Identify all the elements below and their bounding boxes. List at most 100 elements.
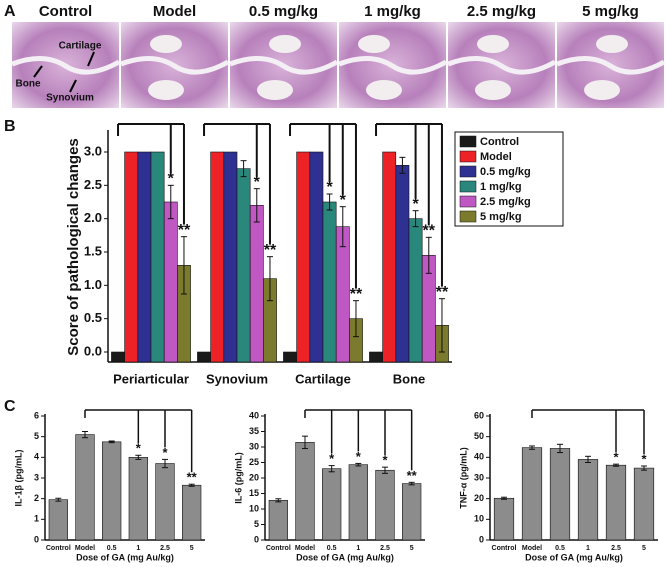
image-label: 2.5 mg/kg	[467, 3, 536, 20]
marrow	[148, 80, 184, 100]
y-tick-label: 0	[479, 534, 484, 544]
x-tick-label: 5	[190, 545, 194, 552]
x-axis-label: Dose of GA (mg Au/kg)	[525, 552, 623, 562]
y-tick-label: 25	[249, 457, 259, 467]
x-tick-label: Cartilage	[295, 371, 351, 386]
x-tick-label: 2.5	[160, 545, 170, 552]
bar	[577, 459, 599, 541]
y-tick-label: 30	[474, 472, 484, 482]
error-bar	[108, 440, 115, 444]
error-bar	[240, 160, 247, 178]
bar	[150, 151, 165, 363]
arrow	[87, 51, 95, 67]
y-tick-label: 30	[249, 441, 259, 451]
error-bar	[253, 188, 260, 223]
bar	[236, 168, 251, 363]
image-label: 1 mg/kg	[364, 3, 421, 20]
x-tick-label: Control	[492, 545, 517, 552]
x-tick-label: Model	[522, 545, 542, 552]
x-tick-label: 1	[356, 545, 360, 552]
error-bar	[162, 458, 168, 469]
error-bar	[399, 156, 406, 174]
bar	[382, 151, 397, 363]
y-axis-label: TNF-α (pg/mL)	[458, 447, 468, 509]
y-tick-label: 4	[34, 452, 39, 462]
legend-swatch	[459, 150, 477, 163]
x-axis-label: Dose of GA (mg Au/kg)	[76, 552, 174, 562]
significance: *	[136, 441, 142, 456]
y-axis-label: IL-6 (pg/mL)	[233, 452, 243, 504]
tissue-gap	[556, 56, 666, 75]
y-tick-label: 60	[474, 410, 484, 420]
legend: Control Model 0.5 mg/kg 1 mg/kg 2.5 mg/kg 5 m…	[454, 131, 564, 227]
bar	[268, 500, 288, 541]
error-bar	[355, 462, 362, 467]
x-tick-label: 1	[586, 545, 590, 552]
legend-box	[454, 131, 564, 227]
image-label: Control	[39, 3, 92, 20]
y-axis-label: IL-1β (pg/mL)	[13, 450, 23, 507]
significance: *	[412, 196, 419, 213]
image-annotation: Bone	[16, 79, 41, 90]
x-tick-label: 5	[410, 545, 414, 552]
bar	[605, 464, 627, 541]
x-tick-label: 2.5	[380, 545, 390, 552]
significance: **	[178, 222, 191, 239]
panel-label: C	[4, 398, 16, 415]
significance: **	[423, 223, 436, 240]
significance: **	[187, 470, 198, 485]
y-tick-label: 10	[474, 514, 484, 524]
error-bar	[339, 206, 346, 248]
x-tick-label: Model	[295, 545, 315, 552]
legend-label: 2.5 mg/kg	[480, 196, 531, 208]
bar	[348, 464, 368, 541]
significance: *	[340, 192, 347, 209]
marrow	[269, 35, 301, 53]
bar	[137, 151, 152, 363]
error-bar	[55, 497, 62, 502]
significance: *	[329, 451, 335, 466]
bar	[111, 351, 125, 363]
bar	[223, 151, 238, 363]
error-bar	[302, 435, 308, 450]
x-tick-label: Periarticular	[113, 371, 189, 386]
bar	[375, 469, 395, 541]
y-axis-label: Score of pathological changes	[65, 138, 82, 356]
bar	[124, 151, 139, 363]
y-tick-label: 1	[34, 514, 39, 524]
error-bar	[585, 455, 591, 463]
error-bar	[408, 481, 415, 486]
histology-strip: Control Model 0.5 mg/kg 1 mg/kg 2.5 mg/kg 5 m…	[11, 3, 666, 108]
y-tick-label: 0.5	[84, 310, 102, 325]
y-tick-label: 5	[34, 431, 39, 441]
legend-swatch	[459, 135, 477, 148]
legend-label: 0.5 mg/kg	[480, 166, 531, 178]
tissue-gap	[120, 56, 230, 75]
bar	[75, 434, 95, 541]
bar	[408, 218, 423, 363]
marrow	[584, 80, 620, 100]
y-tick-label: 20	[249, 472, 259, 482]
legend-swatch	[459, 180, 477, 193]
marrow	[366, 80, 402, 100]
bar	[249, 205, 264, 363]
significance: *	[168, 171, 175, 188]
image-annotation: Cartilage	[59, 41, 102, 52]
bar	[395, 165, 410, 363]
significance: *	[382, 453, 388, 468]
significance: *	[162, 445, 168, 460]
bar	[322, 468, 342, 541]
x-tick-label: Model	[75, 545, 95, 552]
error-bar	[557, 443, 563, 454]
bar	[197, 351, 211, 363]
error-bar	[180, 236, 187, 295]
legend-label: Model	[480, 151, 512, 163]
error-bar	[425, 236, 432, 274]
legend-swatch	[459, 210, 477, 223]
y-tick-label: 2.5	[84, 177, 102, 192]
significance: *	[356, 449, 362, 464]
y-tick-label: 3	[34, 472, 39, 482]
y-tick-label: 15	[249, 488, 259, 498]
significance: *	[254, 174, 261, 191]
